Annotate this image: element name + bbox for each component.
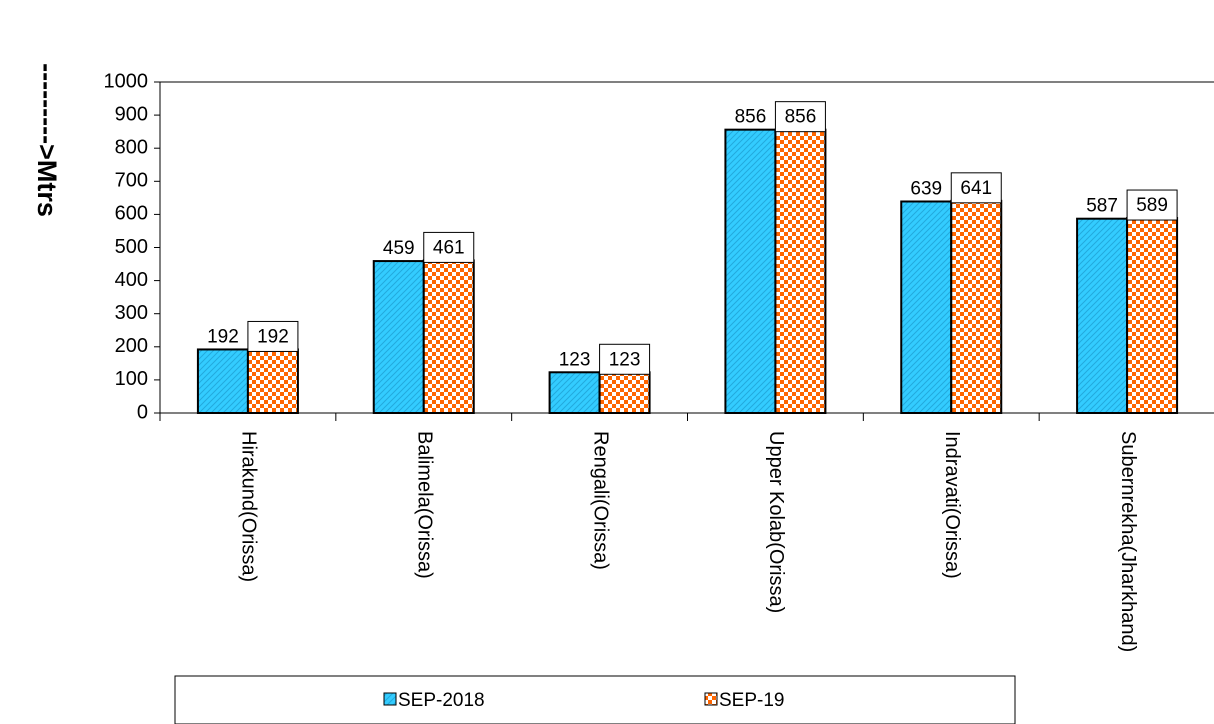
bar-sep-2018-2 bbox=[548, 371, 601, 414]
category-label: Balimela(Orissa) bbox=[413, 431, 435, 579]
x-axis bbox=[159, 413, 1040, 421]
data-label: 123 bbox=[609, 349, 641, 370]
data-label-box bbox=[247, 320, 299, 352]
plot-area bbox=[159, 81, 1214, 414]
bar-sep-2018-0 bbox=[196, 348, 249, 414]
data-label-box bbox=[1126, 189, 1178, 221]
bar-sep-19-3 bbox=[774, 128, 827, 414]
bar-sep-19-4 bbox=[950, 199, 1003, 414]
legend-swatch-sep-2018 bbox=[383, 692, 397, 706]
data-label: 459 bbox=[383, 238, 415, 259]
data-label: 639 bbox=[910, 179, 942, 200]
bar-sep-2018-5 bbox=[1076, 217, 1129, 414]
y-tick-label: 0 bbox=[137, 401, 148, 423]
category-labels: Hirakund(Orissa) Balimela(Orissa) Rengali(… bbox=[238, 431, 1139, 652]
y-tick-label: 1000 bbox=[104, 70, 149, 92]
bar-sep-19-0 bbox=[246, 348, 299, 414]
legend-label-sep-2018: SEP-2018 bbox=[398, 690, 485, 711]
bars bbox=[196, 128, 1179, 415]
y-tick-label: 500 bbox=[115, 236, 148, 258]
data-label-box bbox=[774, 101, 826, 133]
bar-sep-2018-3 bbox=[724, 128, 777, 414]
category-label: Hirakund(Orissa) bbox=[238, 431, 260, 582]
y-tick-label: 900 bbox=[115, 103, 148, 125]
data-label-box bbox=[950, 172, 1002, 204]
y-tick-label: 200 bbox=[115, 335, 148, 357]
data-label: 123 bbox=[559, 349, 591, 370]
y-tick-label: 600 bbox=[115, 203, 148, 225]
data-label: 856 bbox=[735, 107, 767, 128]
data-labels: 192 192 459 461 123 123 856 856 639 641 587 589 bbox=[207, 101, 1178, 375]
y-tick-label: 400 bbox=[115, 269, 148, 291]
data-label: 856 bbox=[785, 107, 817, 128]
data-label: 192 bbox=[257, 326, 289, 347]
bar-sep-19-1 bbox=[422, 259, 475, 414]
data-label: 641 bbox=[960, 178, 992, 199]
y-tick-label: 800 bbox=[115, 136, 148, 158]
y-axis: 0 100 200 300 400 500 600 700 800 900 1000 bbox=[104, 70, 160, 423]
legend-swatch-sep-19 bbox=[704, 692, 718, 706]
legend: SEP-2018 SEP-19 bbox=[174, 675, 1016, 724]
bar-sep-19-2 bbox=[598, 371, 651, 414]
data-label: 589 bbox=[1136, 195, 1168, 216]
data-label: 192 bbox=[207, 326, 239, 347]
data-label: 587 bbox=[1086, 196, 1118, 217]
category-label: Upper Kolab(Orissa) bbox=[765, 431, 787, 613]
data-label-box bbox=[599, 343, 651, 375]
bar-sep-2018-4 bbox=[900, 200, 953, 414]
y-tick-label: 700 bbox=[115, 170, 148, 192]
bar-sep-19-5 bbox=[1126, 217, 1179, 414]
bar-sep-2018-1 bbox=[372, 260, 425, 415]
legend-box bbox=[174, 675, 1016, 724]
y-axis-label: --------->Mtrs bbox=[32, 63, 62, 217]
category-label: Indravati(Orissa) bbox=[941, 431, 963, 579]
legend-label-sep-19: SEP-19 bbox=[719, 690, 784, 711]
data-label-box bbox=[423, 231, 475, 263]
category-label: Rengali(Orissa) bbox=[589, 431, 611, 570]
category-label: Subernrekha(Jharkhand) bbox=[1117, 431, 1139, 652]
data-label: 461 bbox=[433, 237, 465, 258]
y-tick-label: 100 bbox=[115, 368, 148, 390]
y-tick-label: 300 bbox=[115, 302, 148, 324]
